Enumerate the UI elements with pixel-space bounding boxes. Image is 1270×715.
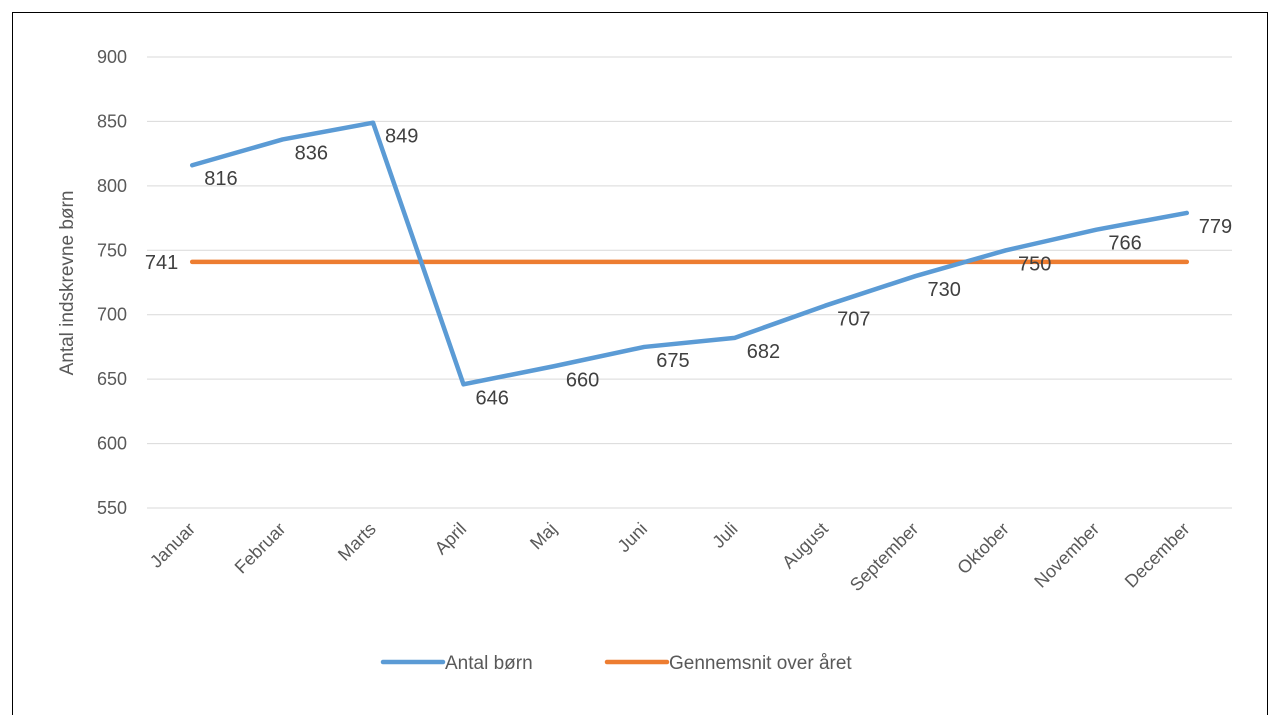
x-tick-label: Juli (708, 519, 741, 552)
x-tick-label: April (431, 519, 471, 559)
y-tick-label: 600 (97, 434, 127, 454)
data-labels: 816 836 849 646 660 675 682 707 730 750 766 779 741 (145, 126, 1232, 410)
chart-frame (12, 12, 1268, 715)
y-axis-title: Antal indskrevne børn (57, 191, 78, 376)
x-tick-label: Oktober (953, 519, 1012, 578)
data-label: 646 (475, 387, 508, 409)
x-tick-label: August (778, 519, 832, 573)
x-tick-label: November (1030, 519, 1103, 592)
data-label: 849 (385, 126, 418, 148)
data-label: 750 (1018, 253, 1051, 275)
x-axis-ticks: Januar Februar Marts April Maj Juni Juli August… (146, 519, 1194, 595)
legend-label: Antal børn (445, 653, 533, 674)
series-lines (189, 120, 1190, 387)
y-tick-label: 550 (97, 498, 127, 518)
y-tick-label: 750 (97, 240, 127, 260)
x-tick-label: Februar (231, 519, 290, 578)
series-line-antal-boern (189, 120, 1190, 387)
x-tick-label: Juni (614, 519, 651, 556)
x-tick-label: Marts (334, 519, 380, 565)
x-tick-label: September (846, 519, 922, 595)
data-label: 660 (566, 369, 599, 391)
y-tick-label: 650 (97, 369, 127, 389)
x-tick-label: Maj (526, 519, 561, 554)
y-axis-ticks: 550 600 650 700 750 800 850 900 (97, 47, 127, 518)
data-label: 675 (656, 350, 689, 372)
y-tick-label: 850 (97, 111, 127, 131)
x-tick-label: December (1121, 519, 1194, 592)
data-label: 730 (928, 279, 961, 301)
data-label: 816 (204, 168, 237, 190)
y-tick-label: 900 (97, 47, 127, 67)
gridlines (147, 56, 1232, 509)
x-tick-label: Januar (146, 519, 199, 572)
legend-label: Gennemsnit over året (669, 653, 852, 674)
data-label: 779 (1199, 216, 1232, 238)
data-label: 682 (747, 341, 780, 363)
data-label: 766 (1108, 233, 1141, 255)
data-label: 836 (295, 142, 328, 164)
legend: Antal børn Gennemsnit over året (380, 653, 852, 674)
data-label: 741 (145, 252, 178, 274)
y-tick-label: 700 (97, 305, 127, 325)
data-label: 707 (837, 309, 870, 331)
y-tick-label: 800 (97, 176, 127, 196)
